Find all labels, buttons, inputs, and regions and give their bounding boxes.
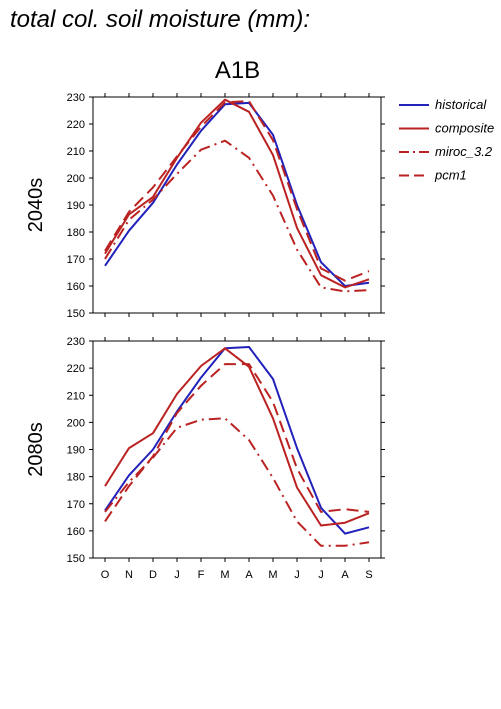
series-line-pcm1-2040s xyxy=(104,100,370,282)
x-tick-label: J xyxy=(294,569,300,581)
legend-label-historical: historical xyxy=(435,97,487,112)
series-line-miroc-3-2-2040s xyxy=(104,139,370,293)
y-tick-label: 200 xyxy=(67,417,85,429)
y-tick-label: 230 xyxy=(67,336,85,348)
x-tick-label: F xyxy=(198,569,205,581)
y-tick-label: 150 xyxy=(67,308,85,320)
y-tick-label: 220 xyxy=(67,119,85,131)
x-tick-label: A xyxy=(245,569,253,581)
y-tick-label: 160 xyxy=(67,526,85,538)
x-tick-label: N xyxy=(125,569,133,581)
y-tick-label: 200 xyxy=(67,173,85,185)
x-tick-label: D xyxy=(149,569,157,581)
series-line-historical-2080s xyxy=(104,346,370,535)
y-tick-label: 210 xyxy=(67,146,85,158)
x-tick-label: M xyxy=(220,569,229,581)
y-tick-label: 150 xyxy=(67,553,85,565)
y-tick-label: 180 xyxy=(67,227,85,239)
y-tick-label: 190 xyxy=(67,200,85,212)
y-tick-label: 180 xyxy=(67,472,85,484)
y-tick-label: 160 xyxy=(67,281,85,293)
x-tick-label: M xyxy=(268,569,277,581)
y-tick-label: 210 xyxy=(67,390,85,402)
series-line-historical-2040s xyxy=(104,101,370,287)
panel-label-2080s: 2080s xyxy=(25,422,47,477)
y-tick-label: 220 xyxy=(67,363,85,375)
y-tick-label: 190 xyxy=(67,445,85,457)
figure-title: total col. soil moisture (mm): xyxy=(10,6,311,33)
x-tick-label: J xyxy=(174,569,180,581)
legend-label-miroc-3-2: miroc_3.2 xyxy=(435,144,493,159)
y-tick-label: 170 xyxy=(67,499,85,511)
series-line-pcm1-2080s xyxy=(104,363,370,522)
x-tick-label: S xyxy=(365,569,372,581)
y-tick-label: 230 xyxy=(67,92,85,104)
x-tick-label: J xyxy=(318,569,324,581)
legend-label-composite: composite xyxy=(435,121,494,136)
scenario-title: A1B xyxy=(214,57,261,84)
panel-label-2040s: 2040s xyxy=(25,178,47,233)
x-tick-label: O xyxy=(101,569,110,581)
series-line-composite-2040s xyxy=(104,98,370,289)
series-line-composite-2080s xyxy=(104,347,370,527)
y-tick-label: 170 xyxy=(67,254,85,266)
legend-label-pcm1: pcm1 xyxy=(434,168,467,183)
x-tick-label: A xyxy=(341,569,349,581)
